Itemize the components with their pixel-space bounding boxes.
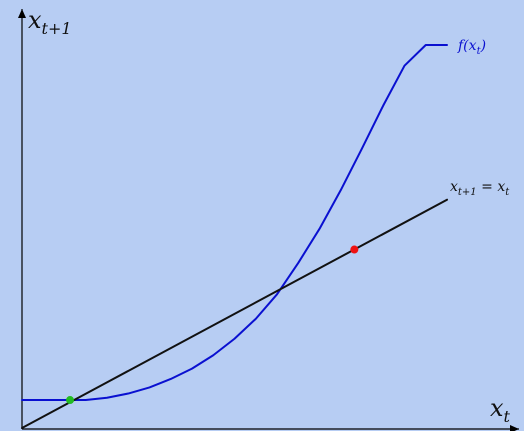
series-label-f-close: ) <box>480 38 486 54</box>
y-axis-label-base: x <box>28 6 42 34</box>
identity-lhs-base: x <box>450 179 458 195</box>
x-axis-label-subscript: t <box>504 407 511 426</box>
labels-layer: xt+1 xt f(xt) xt+1 = xt <box>28 6 511 426</box>
series-label-f-xt: f(xt) <box>457 38 486 57</box>
series-layer <box>21 44 448 429</box>
series-label-f-subscript: t <box>477 46 482 57</box>
x-axis-arrowhead <box>510 425 519 431</box>
identity-rhs-base: x <box>497 179 505 195</box>
points-layer <box>66 245 359 405</box>
fixed-point-red <box>350 245 359 254</box>
series-label-f-open: f( <box>457 38 469 54</box>
x-axis-label-base: x <box>490 394 504 422</box>
series-line-identity <box>21 198 448 429</box>
series-label-identity: xt+1 = xt <box>450 179 510 198</box>
y-axis-arrowhead <box>18 9 26 18</box>
fixed-point-green <box>66 396 75 405</box>
identity-lhs-subscript: t+1 <box>458 187 477 198</box>
x-axis-label: xt <box>490 394 511 426</box>
axes-layer <box>18 9 519 431</box>
series-label-f-base: x <box>469 38 477 54</box>
identity-rhs-subscript: t <box>505 187 510 198</box>
y-axis-label-subscript: t+1 <box>42 19 72 38</box>
y-axis-label: xt+1 <box>28 6 72 38</box>
series-line-f-xt <box>21 44 448 402</box>
identity-equals: = <box>477 179 498 195</box>
